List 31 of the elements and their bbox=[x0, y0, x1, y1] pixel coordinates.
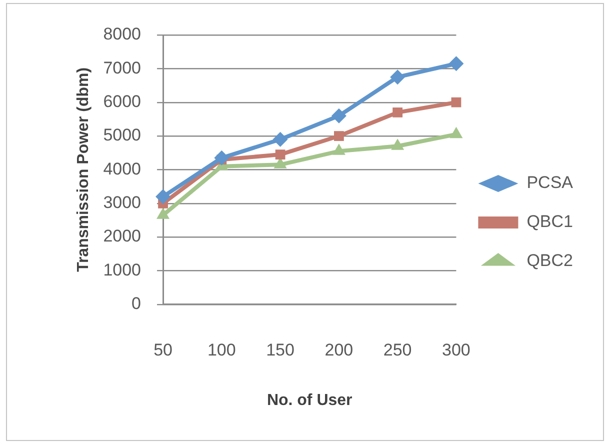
point bbox=[451, 97, 462, 108]
y-tick-label: 2000 bbox=[103, 226, 142, 246]
y-tick-label: 1000 bbox=[103, 260, 142, 280]
legend-label: QBC1 bbox=[526, 212, 574, 232]
point bbox=[448, 56, 464, 72]
point bbox=[156, 189, 171, 204]
x-tick-label: 50 bbox=[154, 340, 172, 360]
y-tick-label: 3000 bbox=[103, 193, 142, 212]
y-axis-title: Transmission Power (dbm) bbox=[75, 67, 92, 272]
x-tick-label: 150 bbox=[266, 340, 294, 360]
legend-label: PCSA bbox=[526, 173, 574, 192]
x-tick-label: 100 bbox=[207, 340, 236, 360]
point bbox=[334, 131, 344, 141]
legend-label: QBC2 bbox=[526, 251, 574, 270]
point bbox=[214, 150, 230, 166]
y-tick-label: 6000 bbox=[103, 92, 142, 112]
point bbox=[392, 108, 403, 118]
point bbox=[390, 70, 406, 85]
y-tick-label: 7000 bbox=[103, 58, 142, 78]
x-tick-label: 200 bbox=[324, 340, 354, 360]
x-tick-label: 300 bbox=[442, 340, 470, 360]
x-axis-title: No. of User bbox=[266, 392, 352, 409]
x-tick-label: 250 bbox=[383, 340, 412, 360]
point bbox=[275, 150, 286, 160]
y-tick-label: 4000 bbox=[103, 159, 142, 178]
y-tick-label: 0 bbox=[132, 294, 142, 314]
y-tick-label: 5000 bbox=[103, 126, 142, 145]
y-tick-label: 8000 bbox=[103, 24, 142, 44]
point bbox=[331, 108, 346, 124]
point bbox=[272, 132, 288, 147]
point bbox=[156, 208, 170, 219]
